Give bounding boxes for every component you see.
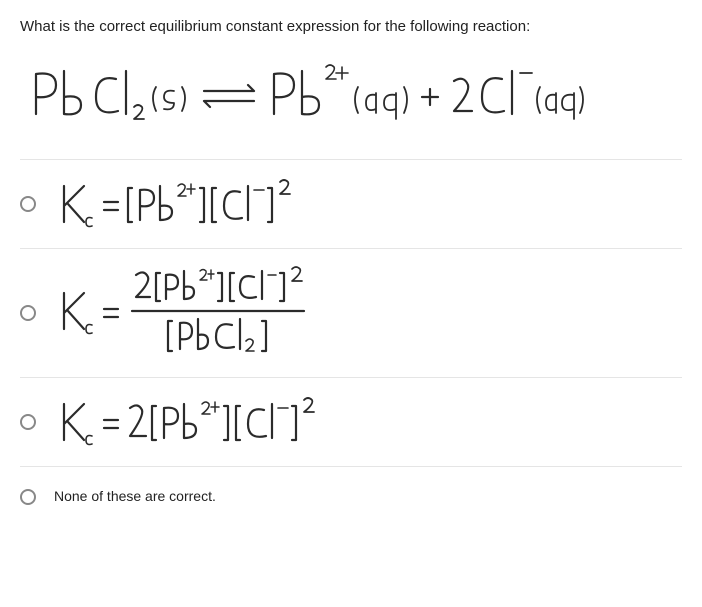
reaction-equation xyxy=(20,59,682,129)
radio-a[interactable] xyxy=(20,196,36,212)
radio-d[interactable] xyxy=(20,489,36,505)
radio-b[interactable] xyxy=(20,305,36,321)
options-group: None of these are correct. xyxy=(20,159,682,526)
option-a[interactable] xyxy=(20,159,682,248)
option-a-content xyxy=(54,174,682,234)
option-b-content xyxy=(54,263,682,363)
question-prompt: What is the correct equilibrium constant… xyxy=(20,18,682,35)
option-d-label: None of these are correct. xyxy=(54,488,216,504)
option-d-content: None of these are correct. xyxy=(54,488,682,506)
option-b[interactable] xyxy=(20,248,682,377)
option-c-svg xyxy=(54,392,364,452)
option-d[interactable]: None of these are correct. xyxy=(20,466,682,526)
radio-c[interactable] xyxy=(20,414,36,430)
reaction-svg xyxy=(26,59,586,129)
option-b-svg xyxy=(54,263,374,363)
option-a-svg xyxy=(54,174,354,234)
option-c[interactable] xyxy=(20,377,682,466)
option-c-content xyxy=(54,392,682,452)
